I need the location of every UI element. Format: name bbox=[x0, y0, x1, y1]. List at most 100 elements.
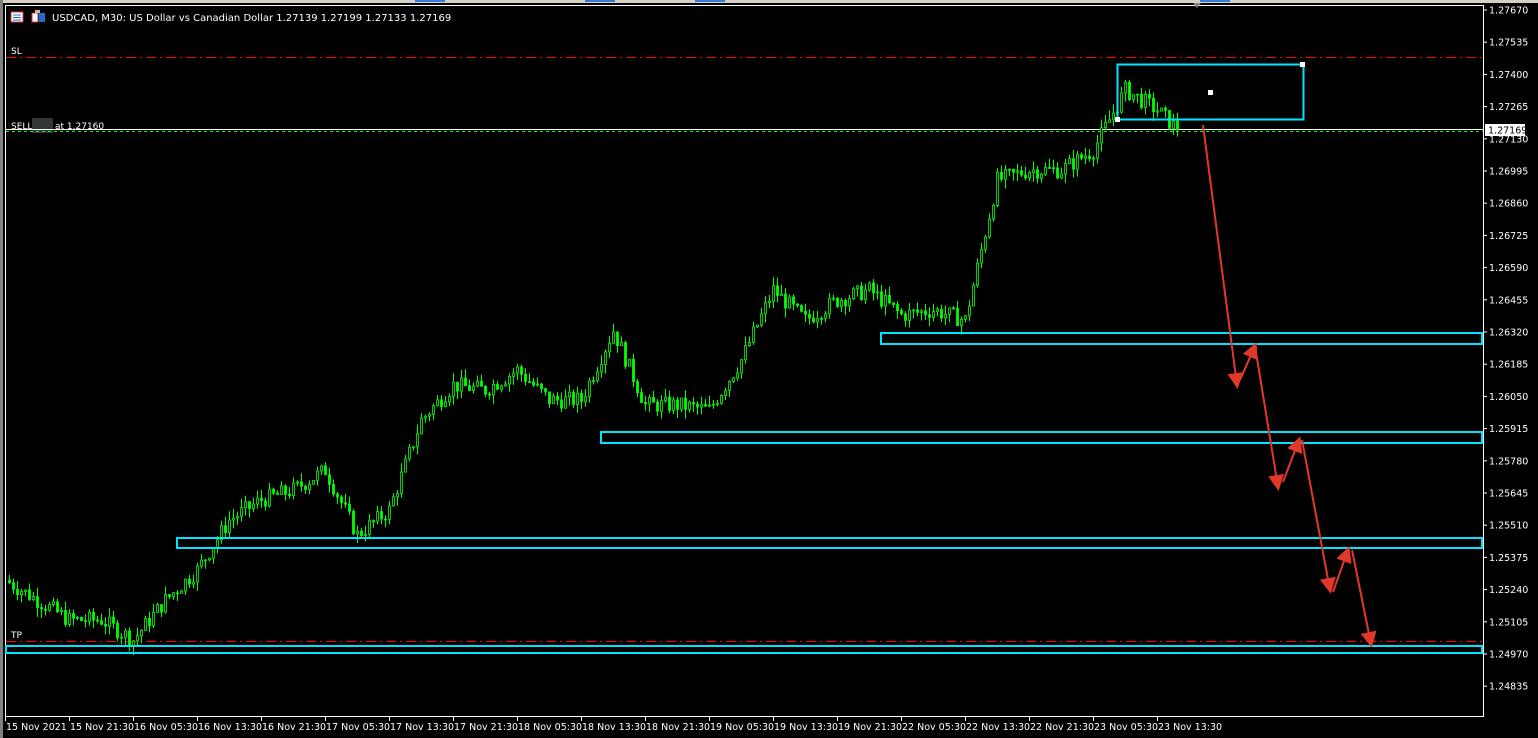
toolbar-tab[interactable] bbox=[585, 0, 615, 2]
time-axis[interactable]: 15 Nov 2021 15 Nov 21:30 16 Nov 05:30 16 No… bbox=[5, 717, 1223, 733]
candle bbox=[264, 497, 267, 511]
one-click-trading-icon[interactable] bbox=[31, 10, 45, 23]
candle bbox=[20, 588, 23, 603]
candle-body bbox=[760, 313, 763, 326]
candle-body bbox=[684, 397, 687, 410]
support-zone-1[interactable] bbox=[880, 332, 1483, 345]
window-edge bbox=[0, 0, 3, 738]
time-tick-label: 16 Nov 13:30 bbox=[198, 722, 262, 733]
candle-body bbox=[1128, 81, 1131, 100]
candle bbox=[300, 473, 303, 492]
candle bbox=[668, 390, 671, 414]
candle bbox=[968, 300, 971, 321]
candle-body bbox=[356, 530, 359, 535]
price-tick-label: 1.24970 bbox=[1489, 650, 1528, 661]
candle-body bbox=[436, 399, 439, 407]
toolbar-tab[interactable] bbox=[695, 0, 725, 2]
candle-body bbox=[580, 392, 583, 402]
candle-body bbox=[592, 380, 595, 382]
candle-body bbox=[244, 501, 247, 509]
candle bbox=[396, 489, 399, 506]
candle bbox=[656, 399, 659, 416]
candle-body bbox=[232, 517, 235, 521]
candle-body bbox=[784, 293, 787, 309]
candle-body bbox=[16, 588, 19, 596]
candle bbox=[104, 616, 107, 635]
candle-body bbox=[740, 359, 743, 374]
candle bbox=[748, 336, 751, 347]
candle bbox=[876, 284, 879, 300]
toolbar-tab[interactable] bbox=[415, 0, 445, 2]
candle bbox=[56, 598, 59, 614]
candle-body bbox=[716, 402, 719, 405]
candle bbox=[232, 508, 235, 529]
candle-body bbox=[224, 525, 227, 533]
candle-body bbox=[144, 617, 147, 631]
candle bbox=[916, 302, 919, 317]
candle-body bbox=[904, 313, 907, 321]
candle-body bbox=[1008, 168, 1011, 171]
candle bbox=[1088, 149, 1091, 162]
toolbar-tab[interactable] bbox=[1200, 0, 1230, 2]
candle bbox=[1152, 92, 1155, 122]
arrow-down-1 bbox=[1202, 124, 1244, 389]
candle-body bbox=[1124, 81, 1127, 94]
candle bbox=[12, 578, 15, 595]
candle-body bbox=[548, 391, 551, 404]
candle bbox=[344, 493, 347, 508]
candle bbox=[308, 480, 311, 495]
candle-body bbox=[596, 371, 599, 381]
candle bbox=[584, 389, 587, 407]
support-zone-2[interactable] bbox=[600, 431, 1483, 444]
price-tick-label: 1.26455 bbox=[1489, 295, 1528, 306]
candle-body bbox=[112, 616, 115, 624]
candle-body bbox=[412, 446, 415, 449]
candle bbox=[1108, 110, 1111, 123]
support-zone-3[interactable] bbox=[176, 537, 1483, 549]
candle-body bbox=[1112, 112, 1115, 121]
candle-body bbox=[1064, 163, 1067, 175]
candle-body bbox=[1164, 107, 1167, 111]
candle bbox=[192, 574, 195, 589]
candle-body bbox=[332, 484, 335, 495]
candle bbox=[848, 294, 851, 313]
candle-body bbox=[996, 171, 999, 206]
candle-body bbox=[480, 380, 483, 387]
candle bbox=[360, 527, 363, 539]
move-handle[interactable] bbox=[1208, 90, 1213, 95]
candle-body bbox=[152, 611, 155, 627]
candle-body bbox=[324, 465, 327, 476]
candle-body bbox=[12, 582, 15, 590]
candle-body bbox=[1120, 92, 1123, 113]
candle bbox=[600, 355, 603, 378]
price-axis[interactable]: 1.27670 1.27535 1.27400 1.27265 1.27130 1.269… bbox=[1483, 6, 1528, 693]
candle bbox=[804, 303, 807, 322]
candle bbox=[88, 609, 91, 626]
candle bbox=[868, 281, 871, 292]
chart-shift-marker-icon[interactable] bbox=[1193, 3, 1201, 8]
candle bbox=[52, 597, 55, 607]
candle-body bbox=[616, 331, 619, 346]
time-tick-label: 17 Nov 05:30 bbox=[326, 722, 390, 733]
candle bbox=[1012, 168, 1015, 181]
redacted-volume bbox=[32, 118, 53, 133]
chart-list-icon[interactable] bbox=[10, 11, 24, 23]
projection-arrows[interactable] bbox=[1202, 124, 1377, 648]
candle-body bbox=[564, 396, 567, 409]
candle-body bbox=[836, 297, 839, 307]
candle-body bbox=[800, 305, 803, 312]
candle-body bbox=[736, 372, 739, 379]
candle bbox=[920, 309, 923, 321]
resize-handle[interactable] bbox=[1300, 62, 1305, 67]
support-zone-4[interactable] bbox=[5, 645, 1483, 654]
candle-body bbox=[448, 395, 451, 403]
candle bbox=[988, 213, 991, 239]
candle bbox=[900, 307, 903, 316]
candle bbox=[456, 381, 459, 400]
candle-body bbox=[260, 497, 263, 502]
candle-body bbox=[536, 383, 539, 386]
resize-handle[interactable] bbox=[1115, 117, 1120, 122]
supply-zone-rectangle[interactable] bbox=[1116, 63, 1305, 121]
candle-body bbox=[1156, 110, 1159, 113]
